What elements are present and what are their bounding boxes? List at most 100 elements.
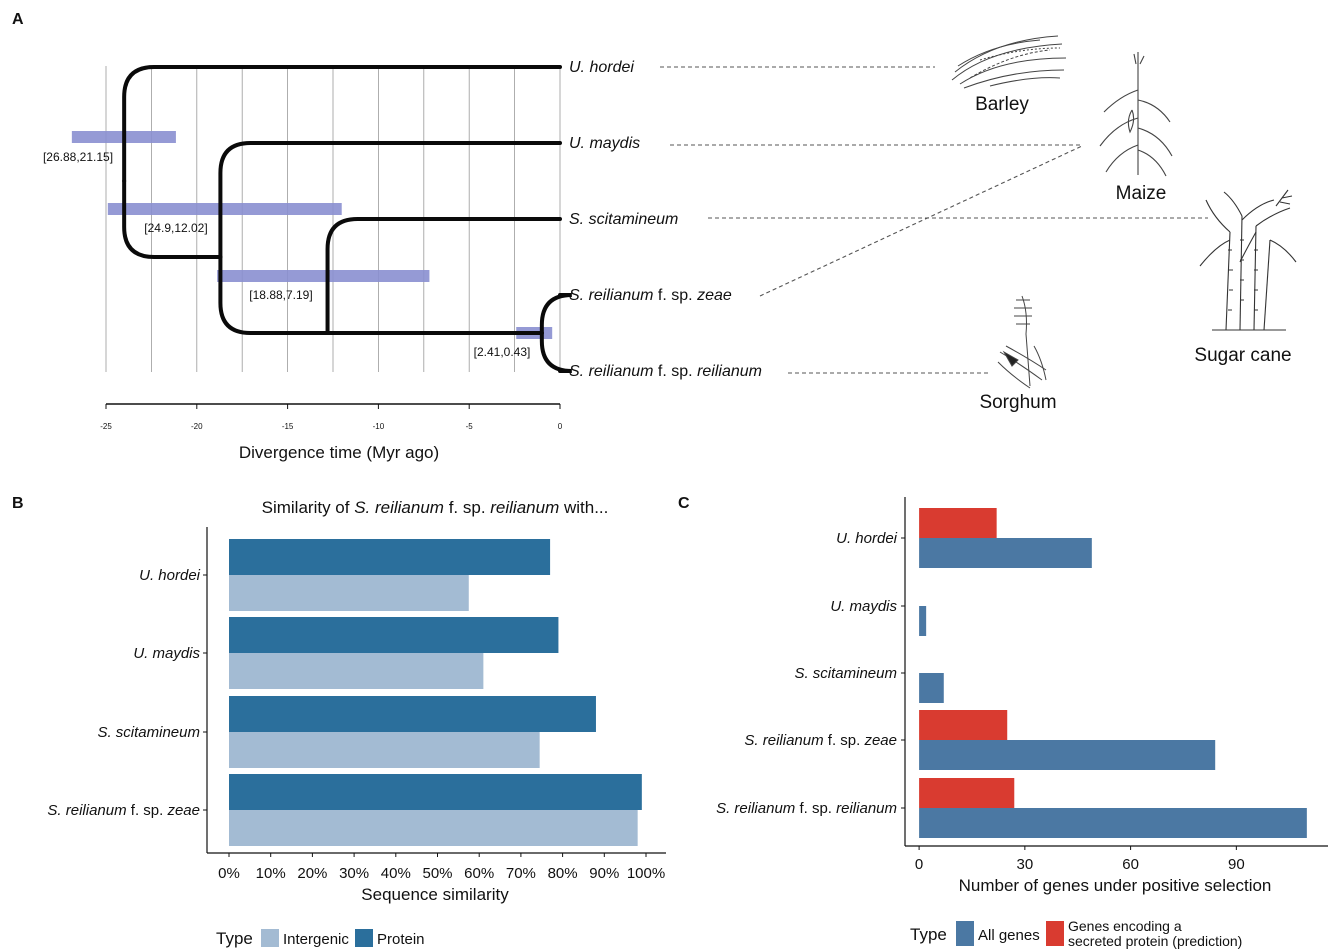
a-x-axis-title: Divergence time (Myr ago) xyxy=(239,443,439,462)
b-legend: Type Intergenic Protein xyxy=(216,929,425,948)
b-x-tick-label: 80% xyxy=(548,865,578,882)
b-title-part-3: reilianum xyxy=(490,498,559,517)
c-bars xyxy=(919,508,1307,838)
a-branch-n1-uh xyxy=(122,65,562,183)
a-x-axis: -25 -20 -15 -10 -5 0 xyxy=(100,403,563,431)
b-x-tick-label: 20% xyxy=(297,865,327,882)
c-y-tick-label-0: U. hordei xyxy=(836,530,898,547)
c-y-tick-label-2: S. scitamineum xyxy=(794,665,897,682)
c-bar-all-1 xyxy=(919,606,927,636)
a-taxon-labels: U. hordei U. maydis S. scitamineum S. reili… xyxy=(569,59,762,380)
a-interval-label-n1: [26.88,21.15] xyxy=(43,150,113,164)
c-y-tick-label-3: S. reilianum f. sp. zeae xyxy=(744,732,897,749)
c-y-tick-label-3-part-0: S. reilianum xyxy=(744,732,823,749)
a-taxon-label-srr: S. reilianum f. sp. reilianum xyxy=(569,363,762,380)
a-x-tick-label: -5 xyxy=(466,422,474,431)
b-x-tick-label: 70% xyxy=(506,865,536,882)
a-host-connector xyxy=(759,145,1083,297)
c-legend-title: Type xyxy=(910,925,947,944)
maize-illustration xyxy=(1099,52,1173,177)
b-x-tick-label: 60% xyxy=(464,865,494,882)
c-y-tick-label-4-part-2: reilianum xyxy=(836,800,897,817)
b-x-tick-label: 90% xyxy=(589,865,619,882)
b-y-tick-label-1-part-0: U. maydis xyxy=(133,645,200,662)
c-x-tick-label: 30 xyxy=(1017,856,1034,873)
panel-c-selection-chart: U. hordei U. maydis S. scitamineum S. reili… xyxy=(716,497,1328,949)
b-y-tick-label-1: U. maydis xyxy=(133,645,200,662)
a-host-name-barley: Barley xyxy=(975,94,1029,115)
b-x-tick-label: 0% xyxy=(218,865,240,882)
b-bar-protein-3 xyxy=(229,774,642,810)
b-legend-title: Type xyxy=(216,929,253,948)
b-y-tick-label-3-part-2: zeae xyxy=(166,802,200,819)
b-bars xyxy=(229,539,642,846)
a-branch-n4-srr xyxy=(539,331,572,373)
a-taxon-label-ss: S. scitamineum xyxy=(569,211,678,228)
a-taxon-label-ss-part-0: S. scitamineum xyxy=(569,211,678,228)
c-x-axis-title: Number of genes under positive selection xyxy=(959,876,1272,895)
barley-illustration xyxy=(951,35,1067,89)
a-tree-branches xyxy=(122,65,572,373)
b-x-tick-label: 30% xyxy=(339,865,369,882)
b-x-tick-label: 40% xyxy=(381,865,411,882)
c-legend-label-secreted-line1: Genes encoding a xyxy=(1068,918,1182,934)
a-branch-n3-ss xyxy=(325,217,562,335)
b-y-tick-label-3: S. reilianum f. sp. zeae xyxy=(47,802,200,819)
c-x-tick-label: 90 xyxy=(1228,856,1245,873)
a-x-tick-label: -15 xyxy=(282,422,294,431)
a-interval-bar-n2 xyxy=(107,203,342,215)
b-x-tick-label: 50% xyxy=(422,865,452,882)
a-interval-bars xyxy=(71,131,553,339)
b-legend-swatch-protein xyxy=(355,929,373,947)
a-taxon-label-uh-part-0: U. hordei xyxy=(569,59,634,76)
b-legend-label-protein: Protein xyxy=(377,931,425,948)
a-taxon-label-um-part-0: U. maydis xyxy=(569,135,640,152)
panel-a-phylogeny: [26.88,21.15] [24.9,12.02] [18.88,7.19] [2.… xyxy=(43,35,1297,462)
b-x-axis-title: Sequence similarity xyxy=(361,885,509,904)
a-host-connector-lines xyxy=(660,66,1208,374)
a-taxon-label-srr-part-1: f. sp. xyxy=(653,363,697,380)
b-title-part-0: Similarity of xyxy=(262,498,355,517)
b-y-tick-label-0-part-0: U. hordei xyxy=(139,567,201,584)
c-y-tick-label-0-part-0: U. hordei xyxy=(836,530,898,547)
sugar-cane-illustration xyxy=(1199,189,1297,331)
b-title-part-2: f. sp. xyxy=(444,498,490,517)
b-bar-protein-2 xyxy=(229,696,596,732)
b-title-part-1: S. reilianum xyxy=(354,498,444,517)
a-interval-label-n4: [2.41,0.43] xyxy=(474,345,531,359)
b-y-tick-label-3-part-1: f. sp. xyxy=(127,802,168,819)
c-legend-label-secreted-line2: secreted protein (prediction) xyxy=(1068,933,1242,949)
c-legend-label-all-genes: All genes xyxy=(978,927,1040,944)
b-y-tick-label-3-part-0: S. reilianum xyxy=(47,802,126,819)
a-taxon-label-um: U. maydis xyxy=(569,135,640,152)
a-x-tick-label: -25 xyxy=(100,422,112,431)
a-branch-n4-srz xyxy=(539,293,572,335)
c-y-tick-label-2-part-0: S. scitamineum xyxy=(794,665,897,682)
a-interval-bar-n3 xyxy=(217,270,430,282)
sorghum-illustration xyxy=(997,295,1047,389)
a-interval-labels: [26.88,21.15] [24.9,12.02] [18.88,7.19] [2.… xyxy=(43,150,530,359)
a-taxon-label-uh: U. hordei xyxy=(569,59,634,76)
c-y-tick-label-3-part-2: zeae xyxy=(863,732,897,749)
b-legend-swatch-intergenic xyxy=(261,929,279,947)
a-branch-n2-n3 xyxy=(218,255,330,335)
a-host-name-sugar-cane: Sugar cane xyxy=(1194,345,1291,366)
panel-label-c: C xyxy=(678,495,690,512)
a-interval-label-n3: [18.88,7.19] xyxy=(249,288,312,302)
a-taxon-label-srz-part-2: zeae xyxy=(696,287,732,304)
a-taxon-label-srz: S. reilianum f. sp. zeae xyxy=(569,287,732,304)
a-taxon-label-srr-part-2: reilianum xyxy=(697,363,762,380)
a-x-tick-label: -10 xyxy=(373,422,385,431)
c-y-tick-label-4-part-0: S. reilianum xyxy=(716,800,795,817)
b-bar-intergenic-0 xyxy=(229,575,469,611)
a-x-tick-label: -20 xyxy=(191,422,203,431)
b-bar-intergenic-3 xyxy=(229,810,638,846)
c-bar-secreted-3 xyxy=(919,710,1008,740)
a-taxon-label-srr-part-0: S. reilianum xyxy=(569,363,653,380)
b-y-tick-label-0: U. hordei xyxy=(139,567,201,584)
b-x-tick-label: 10% xyxy=(256,865,286,882)
b-legend-label-intergenic: Intergenic xyxy=(283,931,349,948)
b-title-part-4: with... xyxy=(559,498,608,517)
